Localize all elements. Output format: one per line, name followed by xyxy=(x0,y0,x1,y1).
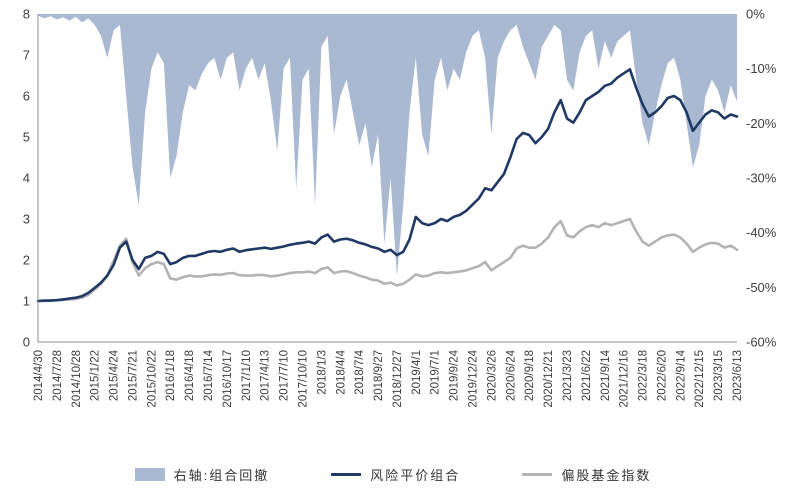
x-axis-date-label: 2018/12/27 xyxy=(392,350,404,408)
legend: 右轴:组合回撤 风险平价组合 偏股基金指数 xyxy=(0,453,786,492)
x-axis-date-label: 2020/3/26 xyxy=(486,350,498,401)
x-axis-date-label: 2022/9/14 xyxy=(675,349,687,401)
x-axis-date-label: 2019/12/24 xyxy=(468,349,480,407)
left-axis-tick-label: 4 xyxy=(23,171,30,186)
risk-parity-line xyxy=(36,68,739,303)
x-axis-date-label: 2014/7/28 xyxy=(52,350,64,401)
left-axis-tick-label: 8 xyxy=(23,7,30,22)
left-axis-tick-label: 2 xyxy=(23,253,30,268)
x-axis-date-label: 2015/4/24 xyxy=(109,349,121,401)
x-axis-date-label: 2016/10/17 xyxy=(222,350,234,408)
right-axis-tick-label: -60% xyxy=(746,335,777,350)
x-axis-date-label: 2018/4/4 xyxy=(335,349,347,394)
x-axis-date-label: 2021/3/23 xyxy=(562,350,574,401)
x-axis-date-label: 2021/9/14 xyxy=(600,349,612,401)
x-axis-date-label: 2021/12/16 xyxy=(619,350,631,408)
left-axis-tick-label: 6 xyxy=(23,89,30,104)
x-axis-date-label: 2018/7/4 xyxy=(354,349,366,394)
legend-swatch-risk-parity-line xyxy=(331,472,362,476)
x-axis-date-label: 2017/7/10 xyxy=(279,350,291,401)
left-axis-tick-label: 7 xyxy=(23,48,30,63)
legend-swatch-drawdown-area xyxy=(134,467,165,481)
chart-canvas: 0 1 2 3 4 5 6 7 8 0% -10% -20% -30% -40% -50% -60% 2014/… xyxy=(23,7,777,408)
legend-label-equity-fund: 偏股基金指数 xyxy=(561,467,652,483)
x-axis-date-label: 2022/3/18 xyxy=(638,350,650,401)
drawdown-area-series xyxy=(38,14,737,277)
equity-fund-index-line xyxy=(36,217,739,303)
x-axis-date-label: 2022/12/15 xyxy=(694,350,706,408)
x-axis-date-label: 2014/4/30 xyxy=(33,350,45,401)
right-axis-tick-label: -30% xyxy=(746,171,777,186)
x-axis-date-label: 2020/9/18 xyxy=(524,350,536,401)
legend-label-risk-parity: 风险平价组合 xyxy=(370,467,461,483)
left-axis-tick-label: 5 xyxy=(23,130,30,145)
x-axis-date-label: 2018/9/27 xyxy=(373,350,385,401)
x-axis-date-label: 2017/4/13 xyxy=(260,350,272,401)
right-axis-tick-label: -40% xyxy=(746,225,777,240)
x-axis-date-label: 2018/1/3 xyxy=(316,350,328,395)
x-axis-date-label: 2015/1/22 xyxy=(90,350,102,401)
x-axis-date-label: 2021/6/22 xyxy=(581,350,593,401)
x-axis-date-label: 2022/6/20 xyxy=(656,350,668,401)
x-axis-date-label: 2015/7/21 xyxy=(127,350,139,401)
right-axis-tick-label: -50% xyxy=(746,280,777,295)
legend-item-equity-fund-index: 偏股基金指数 xyxy=(522,465,651,484)
left-axis-tick-label: 3 xyxy=(23,212,30,227)
x-axis-date-label: 2014/10/28 xyxy=(71,350,83,408)
x-axis-date-label: 2020/6/24 xyxy=(505,349,517,401)
left-axis-tick-label: 1 xyxy=(23,294,30,309)
x-axis-date-label: 2019/7/1 xyxy=(430,350,442,395)
legend-label-drawdown: 右轴:组合回撤 xyxy=(173,467,270,483)
right-axis-tick-label: -10% xyxy=(746,61,777,76)
right-axis-tick-label: 0% xyxy=(746,7,765,22)
x-axis-date-label: 2016/1/18 xyxy=(165,350,177,401)
legend-swatch-equity-fund-line xyxy=(522,472,553,476)
legend-item-drawdown: 右轴:组合回撤 xyxy=(134,465,270,484)
x-axis-date-label: 2023/3/15 xyxy=(713,350,725,401)
x-axis-date-label: 2017/10/10 xyxy=(297,350,309,408)
left-axis-tick-label: 0 xyxy=(23,335,30,350)
x-axis-date-label: 2023/6/13 xyxy=(732,350,744,401)
x-axis-date-label: 2020/12/21 xyxy=(543,350,555,408)
x-axis-date-label: 2017/1/10 xyxy=(241,350,253,401)
x-axis-date-label: 2016/4/18 xyxy=(184,350,196,401)
right-axis-tick-label: -20% xyxy=(746,116,777,131)
x-axis-date-label: 2019/4/1 xyxy=(411,350,423,395)
legend-item-risk-parity: 风险平价组合 xyxy=(331,465,460,484)
x-axis-date-label: 2016/7/14 xyxy=(203,349,215,401)
x-axis-date-label: 2019/9/24 xyxy=(449,349,461,401)
x-axis-date-label: 2015/10/22 xyxy=(146,350,158,408)
